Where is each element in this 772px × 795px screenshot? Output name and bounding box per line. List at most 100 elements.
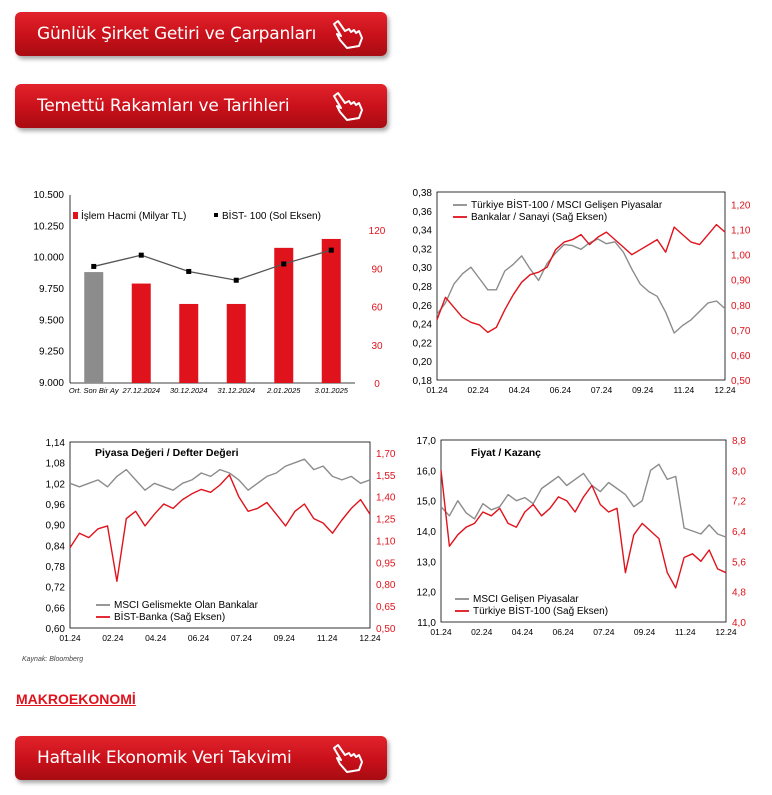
left-tick-label: 12,0 (417, 588, 437, 599)
pointing-hand-icon (333, 20, 363, 49)
dividends-button[interactable]: Temettü Rakamları ve Tarihleri (15, 84, 387, 128)
series-line-0 (440, 463, 727, 538)
left-tick-label: 9.750 (39, 284, 64, 295)
bist100-marker (328, 247, 334, 253)
right-tick-label: 1,20 (731, 201, 751, 212)
left-tick-label: 0,32 (413, 244, 433, 255)
x-tick-label: 31.12.2024 (217, 386, 255, 395)
legend-label-1: Bankalar / Sanayi (Sağ Eksen) (471, 212, 607, 223)
x-tick-label: 12.24 (714, 385, 736, 395)
left-tick-label: 10.000 (33, 253, 64, 264)
x-tick-label: 27.12.2024 (121, 386, 160, 395)
bist100-marker (91, 263, 97, 269)
right-tick-label: 0,60 (731, 351, 751, 362)
left-tick-label: 1,08 (46, 459, 66, 470)
x-tick-label: 07.24 (593, 627, 615, 637)
right-tick-label: 1,70 (376, 449, 395, 460)
right-tick-label: 0,70 (731, 326, 751, 337)
chart-title: Piyasa Değeri / Defter Değeri (95, 447, 239, 459)
left-tick-label: 1,14 (46, 438, 66, 449)
volume-bar (226, 303, 246, 383)
source-note: Kaynak: Bloomberg (22, 656, 84, 663)
left-tick-label: 0,30 (413, 263, 433, 274)
series-line-1 (69, 474, 371, 583)
right-tick-label: 0,90 (731, 276, 751, 287)
pointing-hand-icon (333, 744, 363, 773)
volume-bist-chart-svg: 10.500 10.250 10.000 9.750 9.500 9.250 9.000 12… (33, 190, 386, 395)
x-tick-label: 12.24 (359, 633, 381, 643)
left-tick-label: 10.500 (33, 190, 64, 201)
pb-ratio-chart-svg: 1,14 1,08 1,02 0,96 0,90 0,84 0,78 0,72 0,66 0,60… (46, 438, 395, 643)
right-tick-label: 1,10 (731, 226, 751, 237)
x-tick-label: 3.01.2025 (315, 386, 349, 395)
legend-swatch-bist (214, 213, 218, 217)
x-tick-label: 11.24 (674, 385, 695, 395)
chart-pe-ratio: 17,0 16,0 15,0 14,0 13,0 12,0 11,0 8,8 8,0 7,2 6,4… (395, 432, 772, 652)
legend-label-0: MSCI Gelismekte Olan Bankalar (114, 600, 259, 611)
chart-volume-bist: 10.500 10.250 10.000 9.750 9.500 9.250 9.000 12… (0, 180, 395, 410)
pe-ratio-chart-svg: 17,0 16,0 15,0 14,0 13,0 12,0 11,0 8,8 8,0 7,2 6,4… (417, 436, 747, 637)
volume-bar (179, 303, 199, 383)
x-tick-label: 2.01.2025 (266, 386, 301, 395)
right-tick-label: 1,00 (731, 251, 751, 262)
right-tick-label: 8,8 (732, 436, 746, 447)
bist100-marker (233, 277, 239, 283)
x-tick-label: 09.24 (274, 633, 296, 643)
x-tick-label: 04.24 (512, 627, 534, 637)
volume-bar (84, 272, 104, 383)
legend-label-1: BİST-Banka (Sağ Eksen) (114, 610, 225, 623)
x-tick-label: 01.24 (430, 627, 452, 637)
left-tick-label: 11,0 (417, 618, 436, 629)
left-tick-label: 0,18 (413, 376, 433, 387)
left-tick-label: 0,26 (413, 301, 433, 312)
left-tick-label: 9.000 (39, 378, 64, 389)
right-tick-label: 1,40 (376, 493, 395, 504)
right-tick-label: 0 (374, 379, 380, 390)
legend-label-0: MSCI Gelişen Piyasalar (473, 594, 579, 605)
left-tick-label: 17,0 (417, 436, 437, 447)
x-tick-label: 06.24 (188, 633, 210, 643)
economic-calendar-button-label: Haftalık Ekonomik Veri Takvimi (37, 748, 292, 768)
left-tick-label: 13,0 (417, 557, 437, 568)
right-tick-label: 0,65 (376, 602, 395, 613)
plot-frame (436, 191, 726, 381)
x-tick-label: 12.24 (715, 627, 737, 637)
left-tick-label: 0,28 (413, 282, 433, 293)
plot-frame (440, 439, 727, 623)
bist100-line (93, 249, 332, 281)
right-tick-label: 4,0 (732, 618, 746, 629)
x-tick-label: 30.12.2024 (170, 386, 208, 395)
right-tick-label: 30 (371, 341, 383, 352)
left-tick-label: 0,20 (413, 357, 433, 368)
left-tick-label: 16,0 (417, 466, 437, 477)
legend-swatch-volume (73, 212, 78, 219)
right-tick-label: 120 (369, 226, 386, 237)
right-tick-label: 0,95 (376, 558, 395, 569)
right-tick-label: 90 (371, 264, 383, 275)
left-tick-label: 0,34 (413, 226, 433, 237)
left-tick-label: 0,78 (46, 562, 66, 573)
right-tick-label: 1,55 (376, 471, 395, 482)
left-tick-label: 0,22 (413, 338, 433, 349)
x-tick-label: 09.24 (634, 627, 656, 637)
company-returns-button[interactable]: Günlük Şirket Getiri ve Çarpanları (15, 12, 387, 56)
chart-title: Fiyat / Kazanç (471, 447, 541, 459)
dividends-button-label: Temettü Rakamları ve Tarihleri (37, 96, 290, 116)
x-tick-label: 07.24 (231, 633, 253, 643)
series-line-1 (440, 470, 727, 589)
x-tick-label: 02.24 (471, 627, 493, 637)
volume-bar (321, 238, 341, 383)
right-tick-label: 4,8 (732, 588, 746, 599)
left-tick-label: 9.250 (39, 347, 64, 358)
right-tick-label: 1,10 (376, 536, 395, 547)
x-tick-label: 11.24 (675, 627, 696, 637)
series-line-0 (69, 458, 371, 491)
x-tick-label: 04.24 (145, 633, 167, 643)
right-tick-label: 7,2 (732, 497, 746, 508)
right-tick-label: 5,6 (732, 557, 746, 568)
right-tick-label: 0,50 (731, 376, 751, 387)
right-tick-label: 0,80 (731, 301, 751, 312)
economic-calendar-button[interactable]: Haftalık Ekonomik Veri Takvimi (15, 736, 387, 780)
left-tick-label: 0,66 (46, 603, 66, 614)
x-tick-label: 11.24 (317, 633, 338, 643)
